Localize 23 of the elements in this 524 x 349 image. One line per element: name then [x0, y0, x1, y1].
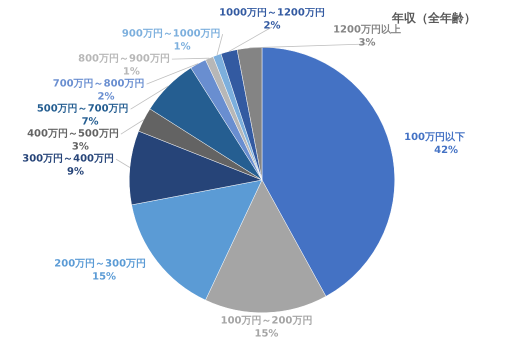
slice-label: 100万円以下 — [404, 131, 466, 144]
slice-label: 500万円～700万円 — [36, 104, 129, 115]
slice-label: 1200万円以上 — [333, 24, 401, 36]
slice-label: 200万円～300万円 — [54, 258, 146, 270]
data-label: 15% — [254, 328, 278, 340]
data-label: 3% — [358, 38, 376, 49]
data-label: 42% — [434, 145, 458, 156]
slice-label: 1000万円～1200万円 — [219, 8, 325, 19]
slice-label: 900万円～1000万円 — [122, 28, 221, 40]
data-label: 15% — [92, 272, 116, 283]
data-label: 2% — [98, 92, 115, 103]
data-label: 7% — [82, 116, 99, 128]
data-label: 1% — [174, 42, 191, 53]
data-label: 3% — [72, 142, 89, 153]
slice-label: 400万円～500万円 — [27, 128, 119, 140]
data-label: 2% — [264, 20, 280, 32]
chart-title: 年収（全年齢） — [392, 10, 476, 25]
slice-label: 300万円～400万円 — [22, 154, 114, 165]
slice-label: 800万円～900万円 — [78, 54, 170, 65]
slice-label: 700万円～800万円 — [52, 78, 145, 90]
data-label: 9% — [67, 166, 84, 178]
data-label: 1% — [122, 66, 140, 78]
slice-label: 100万円～200万円 — [220, 315, 312, 326]
